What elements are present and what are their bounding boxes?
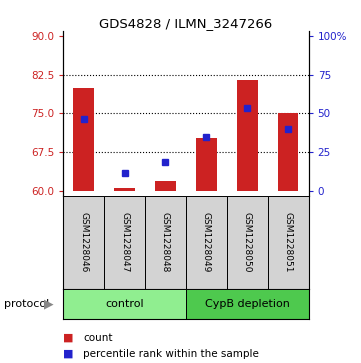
Text: count: count xyxy=(83,333,113,343)
Bar xyxy=(196,138,217,191)
Bar xyxy=(186,196,227,289)
Bar xyxy=(63,196,104,289)
Bar xyxy=(63,289,186,319)
Text: ■: ■ xyxy=(63,333,74,343)
Bar xyxy=(104,196,145,289)
Text: CypB depletion: CypB depletion xyxy=(205,299,290,309)
Text: GSM1228046: GSM1228046 xyxy=(79,212,88,273)
Text: percentile rank within the sample: percentile rank within the sample xyxy=(83,349,259,359)
Text: GSM1228050: GSM1228050 xyxy=(243,212,252,273)
Text: ■: ■ xyxy=(63,349,74,359)
Bar xyxy=(186,289,309,319)
Bar xyxy=(145,196,186,289)
Text: ▶: ▶ xyxy=(44,298,53,310)
Bar xyxy=(237,80,257,191)
Text: control: control xyxy=(105,299,144,309)
Text: GSM1228049: GSM1228049 xyxy=(202,212,211,273)
Bar xyxy=(268,196,309,289)
Title: GDS4828 / ILMN_3247266: GDS4828 / ILMN_3247266 xyxy=(99,17,273,30)
Text: GSM1228048: GSM1228048 xyxy=(161,212,170,273)
Bar xyxy=(114,188,135,191)
Bar xyxy=(227,196,268,289)
Text: protocol: protocol xyxy=(4,299,49,309)
Bar xyxy=(155,180,176,191)
Bar xyxy=(73,87,94,191)
Text: GSM1228051: GSM1228051 xyxy=(284,212,293,273)
Text: GSM1228047: GSM1228047 xyxy=(120,212,129,273)
Bar xyxy=(278,113,299,191)
